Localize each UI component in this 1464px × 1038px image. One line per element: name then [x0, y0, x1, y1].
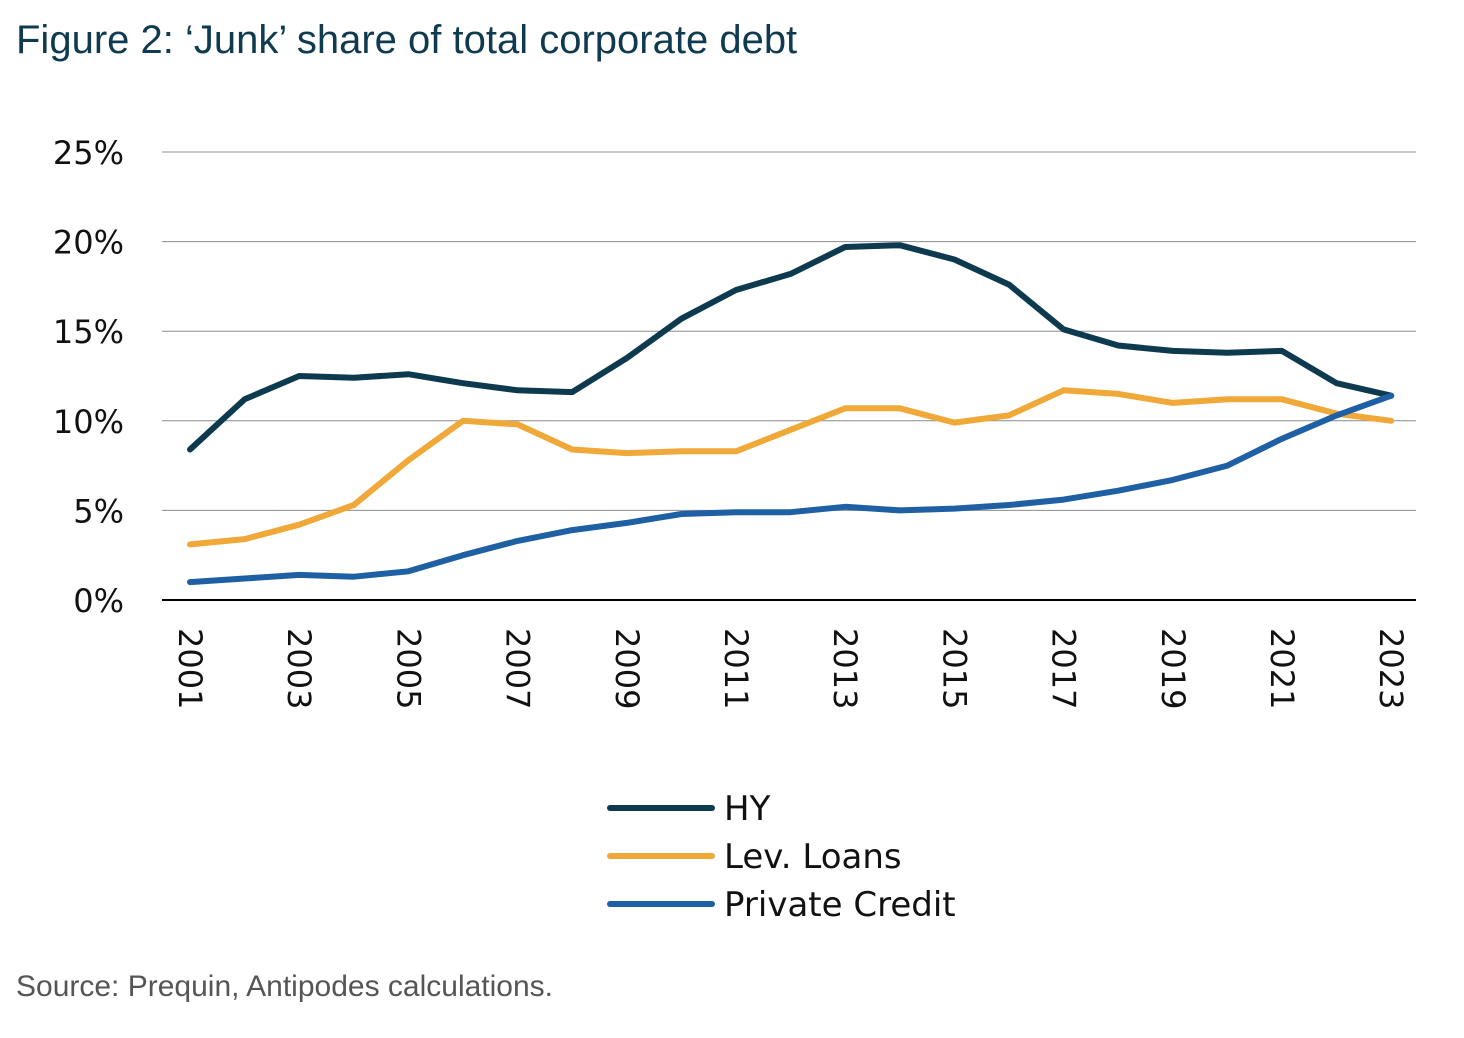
y-tick-label: 10%: [53, 403, 124, 441]
y-tick-label: 0%: [73, 582, 124, 620]
x-tick-label: 2009: [608, 628, 646, 709]
legend-label-hy: HY: [724, 789, 771, 829]
x-axis-tick-labels: 2001 2003 2005 2007 2009 2011 2013 2015 2017 2019…: [171, 628, 1410, 709]
x-tick-label: 2013: [826, 628, 864, 709]
y-tick-label: 5%: [73, 492, 124, 530]
x-tick-label: 2021: [1263, 628, 1301, 709]
x-tick-label: 2015: [935, 628, 973, 709]
y-tick-label: 15%: [53, 313, 124, 351]
x-tick-label: 2011: [717, 628, 755, 709]
series-line-hy: [187, 242, 1395, 453]
series-line-private-credit: [187, 392, 1395, 586]
source-note: Source: Prequin, Antipodes calculations.: [16, 970, 553, 1003]
legend: HY Lev. Loans Private Credit: [607, 789, 956, 925]
x-tick-label: 2017: [1045, 628, 1083, 709]
x-tick-label: 2001: [171, 628, 209, 709]
y-tick-label: 20%: [53, 224, 124, 262]
x-tick-label: 2005: [389, 628, 427, 709]
x-tick-label: 2007: [499, 628, 537, 709]
legend-label-private-credit: Private Credit: [724, 885, 956, 925]
x-tick-label: 2019: [1154, 628, 1192, 709]
chart-title: Figure 2: ‘Junk’ share of total corporat…: [16, 18, 798, 62]
series-line-lev-loans: [187, 387, 1395, 548]
y-axis-tick-labels: 0% 5% 10% 15% 20% 25%: [53, 134, 124, 620]
legend-label-lev-loans: Lev. Loans: [724, 837, 902, 877]
series-lines: [187, 242, 1395, 586]
x-tick-label: 2023: [1372, 628, 1410, 709]
y-tick-label: 25%: [53, 134, 124, 172]
x-tick-label: 2003: [280, 628, 318, 709]
